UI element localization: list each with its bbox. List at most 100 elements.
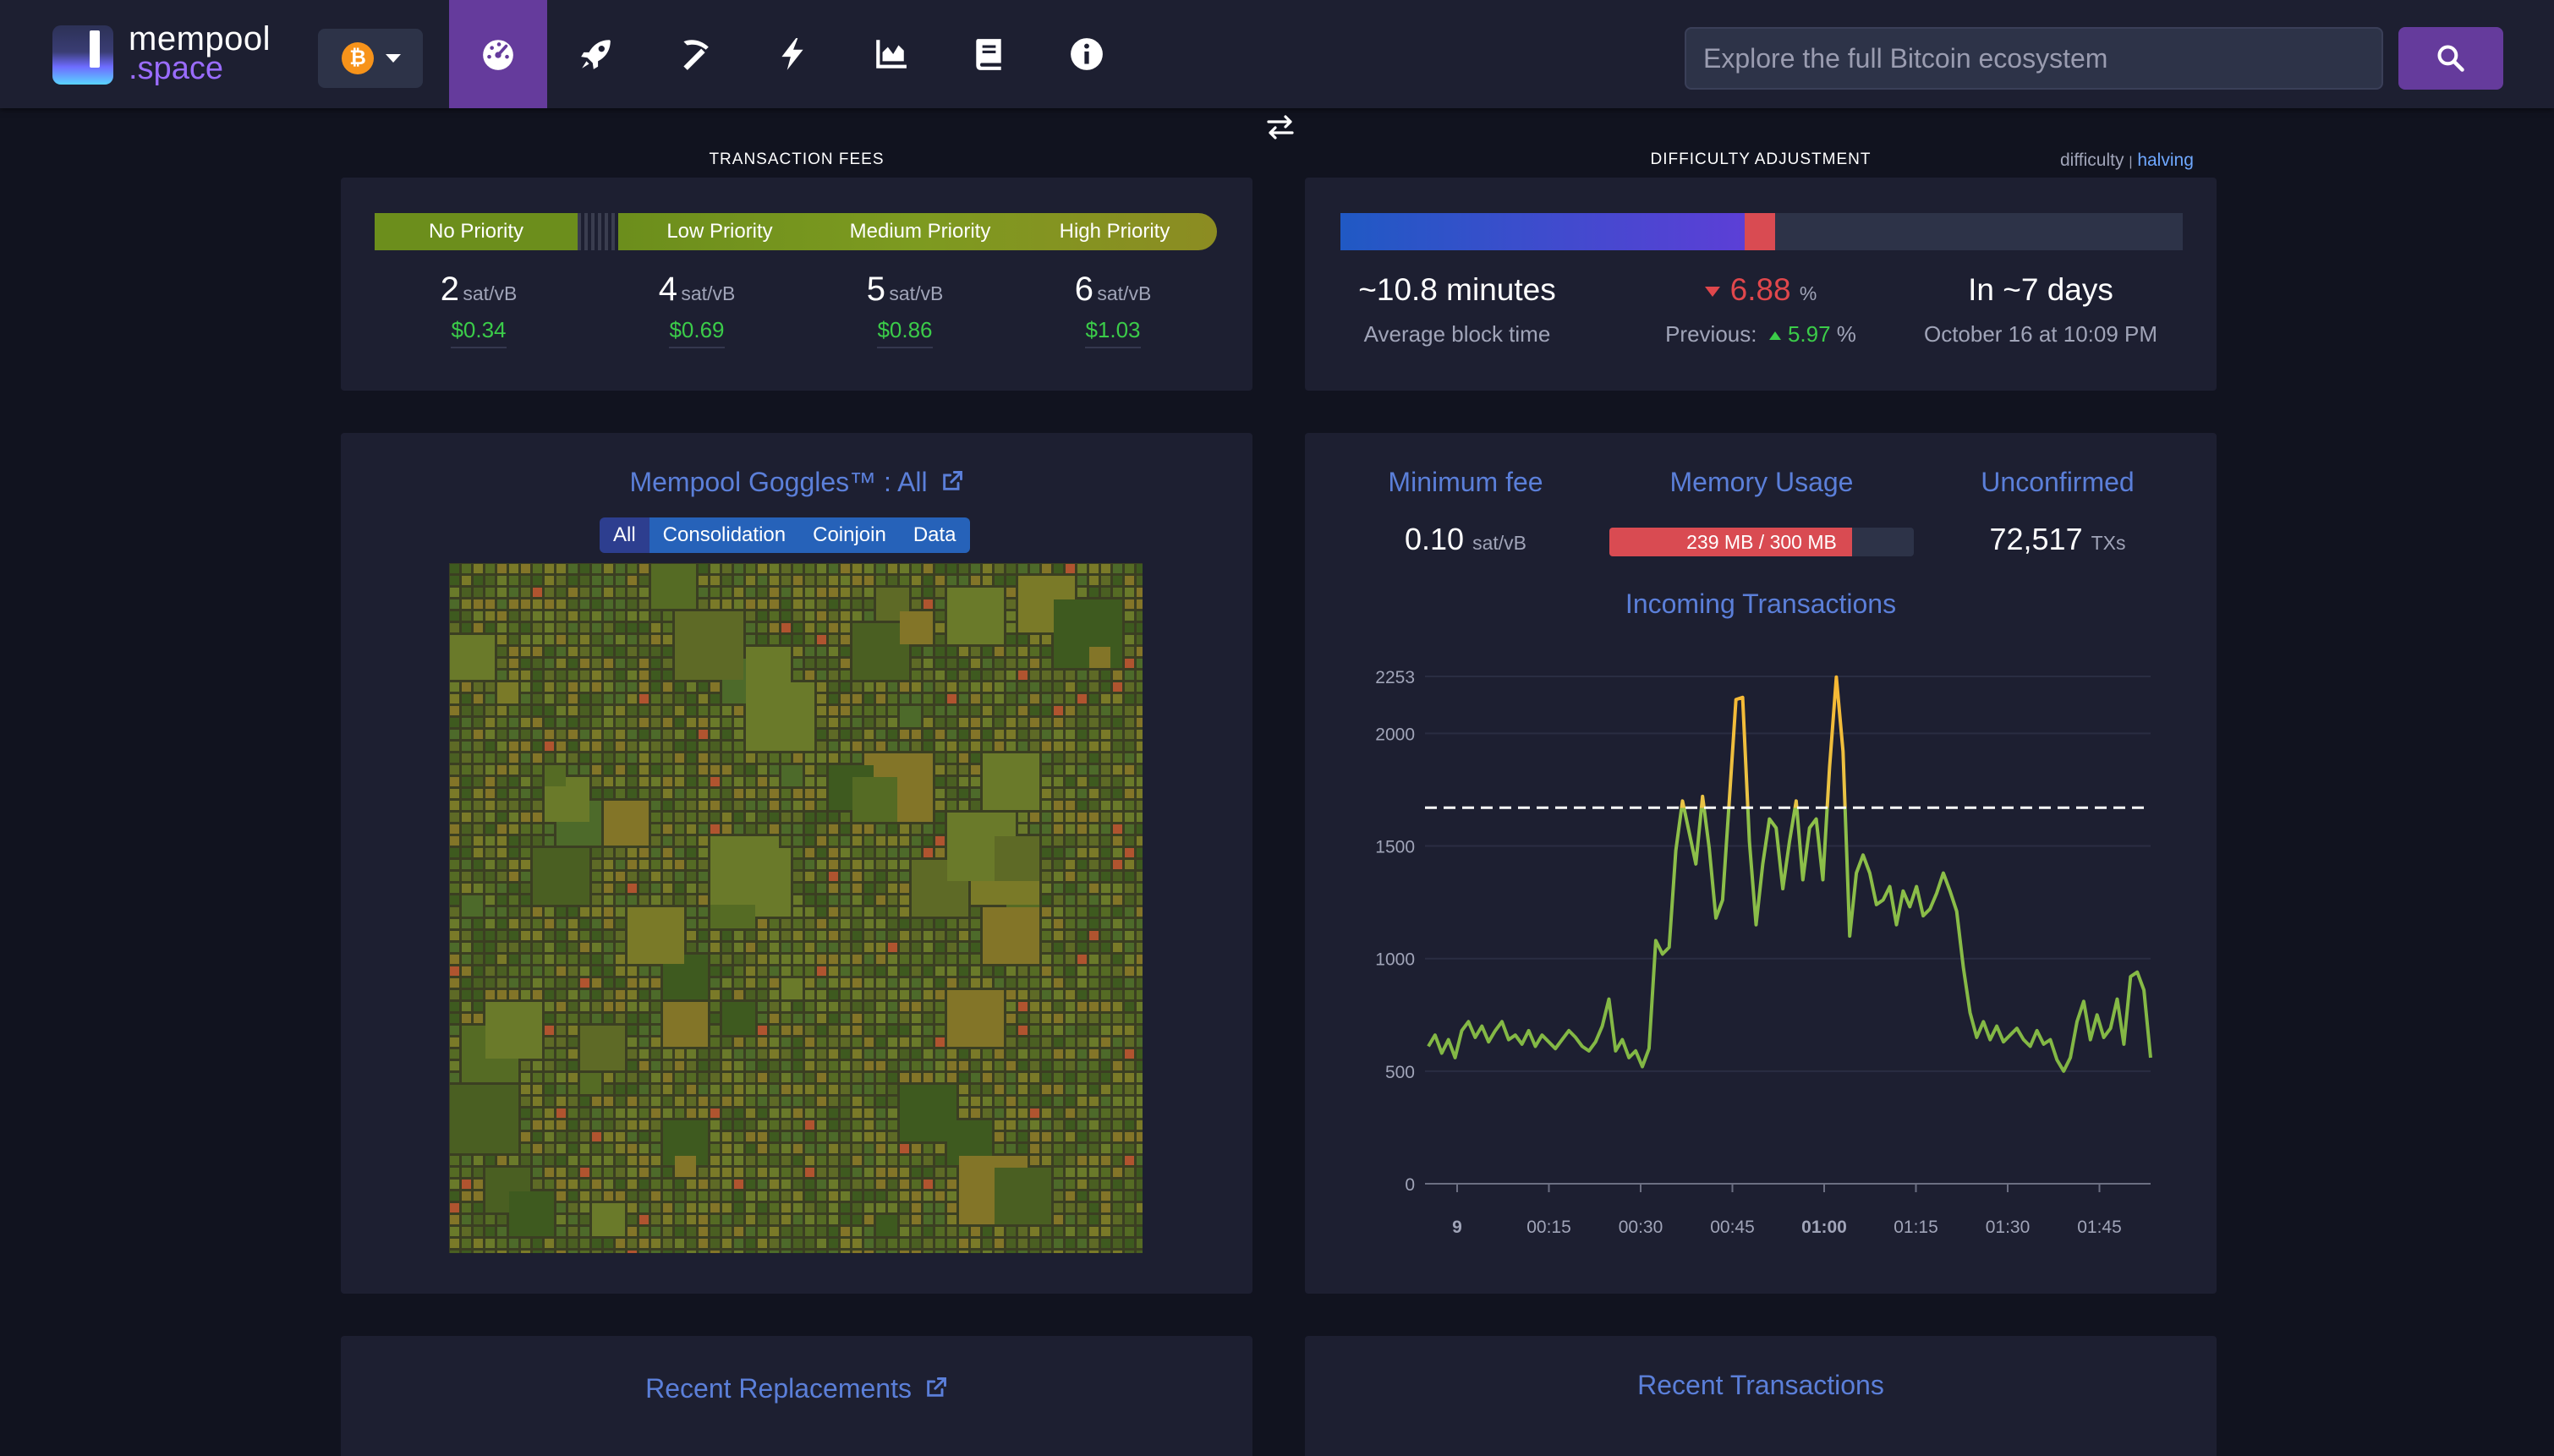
- mempool-tx-square: [781, 1227, 791, 1236]
- swap-arrows-icon[interactable]: [1263, 110, 1297, 144]
- nav-mining-pools[interactable]: [645, 0, 743, 108]
- mempool-tx-square: [533, 1168, 542, 1177]
- mempool-tx-square: [1089, 718, 1099, 727]
- mempool-tx-square: [829, 1227, 838, 1236]
- search-button[interactable]: [2398, 27, 2503, 90]
- mempool-tx-square: [793, 753, 803, 763]
- mempool-tx-square: [971, 777, 980, 786]
- mempool-tx-square: [592, 623, 601, 632]
- mempool-tx-square: [864, 1180, 874, 1189]
- mempool-tx-square: [1101, 1168, 1110, 1177]
- mempool-tx-square: [556, 659, 566, 668]
- mempool-tx-square: [841, 1120, 850, 1130]
- top-navbar: mempool .space ₿: [0, 0, 2554, 108]
- mempool-tx-square: [1077, 576, 1087, 585]
- mempool-tx-square: [734, 564, 743, 573]
- nav-lightning[interactable]: [743, 0, 841, 108]
- mempool-tx-square: [912, 1026, 921, 1035]
- mempool-tx-square: [675, 1239, 684, 1248]
- mempool-tx-square: [888, 824, 897, 834]
- nav-about[interactable]: [1038, 0, 1136, 108]
- mempool-tx-square: [770, 978, 779, 988]
- mempool-tx-square: [545, 1180, 554, 1189]
- mempool-tx-square: [710, 1026, 720, 1035]
- mempool-tx-square: [817, 789, 826, 798]
- mempool-tx-square: [841, 742, 850, 751]
- mempool-tx-square: [1042, 1037, 1051, 1047]
- mempool-tx-square: [556, 1014, 566, 1023]
- medium-priority-label: Medium Priority: [849, 220, 991, 243]
- nav-docs[interactable]: [940, 0, 1038, 108]
- mempool-tx-square: [687, 872, 696, 881]
- nav-mining[interactable]: [547, 0, 645, 108]
- halving-link[interactable]: halving: [2137, 151, 2194, 170]
- mempool-tx-square: [639, 623, 649, 632]
- goggles-tab-consolidation[interactable]: Consolidation: [649, 517, 800, 553]
- mempool-tx-square: [687, 836, 696, 846]
- mempool-tx-square: [876, 1132, 885, 1141]
- mempool-tx-square: [474, 1227, 483, 1236]
- mempool-tx-square: [545, 931, 554, 940]
- mempool-tx-square: [1066, 1085, 1075, 1094]
- mempool-tx-square: [592, 599, 601, 609]
- mempool-tx-square: [1101, 824, 1110, 834]
- mempool-tx-square: [628, 765, 637, 775]
- goggles-tab-coinjoin[interactable]: Coinjoin: [799, 517, 900, 553]
- mempool-tx-square: [923, 1073, 933, 1082]
- mempool-tx-square: [1089, 848, 1099, 857]
- mempool-tx-square: [639, 1002, 649, 1011]
- mempool-tx-square: [710, 1073, 720, 1082]
- goggles-tab-data[interactable]: Data: [899, 517, 970, 553]
- mempool-tx-square: [1125, 576, 1134, 585]
- nav-dashboard[interactable]: [449, 0, 547, 108]
- mempool-tx-square: [568, 1168, 578, 1177]
- mempool-tx-square: [1137, 753, 1143, 763]
- mempool-tx-square: [604, 599, 613, 609]
- mempool-tx-square: [604, 706, 613, 715]
- nav-graphs[interactable]: [841, 0, 940, 108]
- recent-replacements-heading[interactable]: Recent Replacements: [341, 1373, 1252, 1404]
- mempool-tx-square: [1125, 978, 1134, 988]
- mempool-tx-square: [995, 1144, 1004, 1153]
- mempool-tx-square: [947, 647, 956, 656]
- mempool-tx-square: [900, 1191, 909, 1201]
- mempool-tx-square: [1077, 1097, 1087, 1106]
- mempool-tx-square: [592, 576, 601, 585]
- mempool-tx-square: [781, 1132, 791, 1141]
- mempool-tx-square: [1125, 742, 1134, 751]
- mempool-tx-square: [841, 1156, 850, 1165]
- mempool-tx-square: [616, 777, 625, 786]
- x-tick-label: 01:30: [1986, 1218, 2031, 1237]
- mempool-tx-square: [746, 1073, 755, 1082]
- mempool-tx-square: [450, 765, 459, 775]
- mempool-tx-square: [1101, 1061, 1110, 1070]
- mempool-tx-square: [687, 718, 696, 727]
- mempool-tx-square: [852, 848, 862, 857]
- mempool-tx-square: [770, 931, 779, 940]
- mempool-logo[interactable]: mempool .space: [52, 20, 298, 86]
- mempool-tx-square: [805, 1191, 814, 1201]
- goggles-tab-all[interactable]: All: [600, 517, 649, 553]
- search-input[interactable]: [1685, 27, 2383, 90]
- mempool-tx-square: [556, 599, 566, 609]
- mempool-block-visualization[interactable]: [449, 563, 1143, 1253]
- mempool-tx-square: [1101, 1002, 1110, 1011]
- goggles-heading[interactable]: Mempool Goggles™ : All: [341, 467, 1252, 498]
- fee-usd: $0.69: [669, 317, 725, 348]
- mempool-tx-square: [592, 1014, 601, 1023]
- mempool-tx-square: [935, 1227, 945, 1236]
- mempool-tx-square: [781, 813, 791, 822]
- network-selector-button[interactable]: ₿: [318, 29, 423, 88]
- mempool-tx-square: [556, 1168, 566, 1177]
- mempool-tx-square: [592, 765, 601, 775]
- mempool-tx-square: [1089, 1191, 1099, 1201]
- mempool-tx-square: [841, 599, 850, 609]
- mempool-tx-square: [900, 742, 909, 751]
- fee-usd: $0.34: [451, 317, 507, 348]
- mempool-tx-square: [592, 1002, 601, 1011]
- difficulty-link[interactable]: difficulty: [2060, 151, 2124, 170]
- mempool-tx-square: [675, 1251, 684, 1253]
- mempool-tx-square: [793, 1108, 803, 1118]
- mempool-tx-square: [616, 671, 625, 680]
